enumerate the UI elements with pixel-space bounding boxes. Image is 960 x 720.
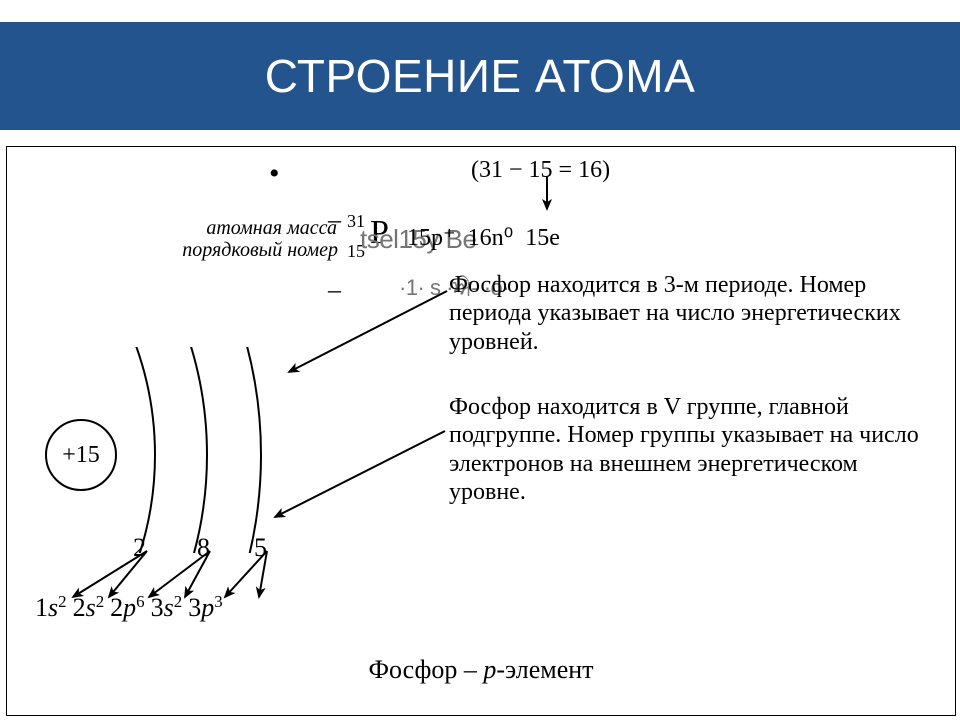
page-title: СТРОЕНИЕ АТОМА <box>265 49 696 103</box>
arrows-layer <box>7 147 955 715</box>
diagram-frame: • – – (31 − 15 = 16) атомная масса поряд… <box>6 146 956 716</box>
title-bar: СТРОЕНИЕ АТОМА <box>0 22 960 130</box>
